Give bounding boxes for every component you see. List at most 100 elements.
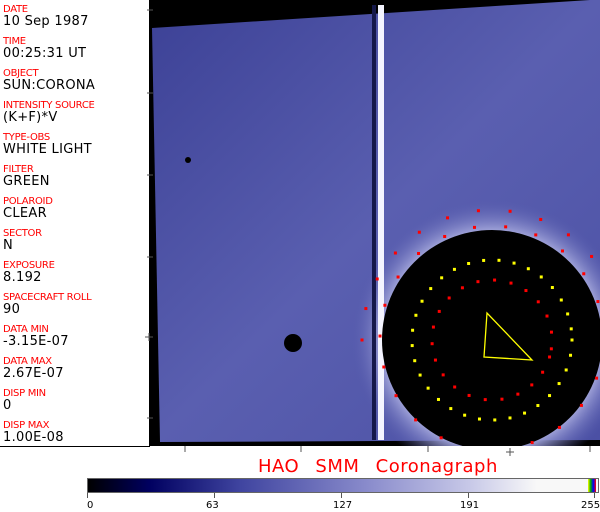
field-exposure: EXPOSURE 8.192 <box>3 260 55 285</box>
colorbar-tick-label: 255 <box>581 500 600 511</box>
field-data-min: DATA MIN -3.15E-07 <box>3 324 69 349</box>
grid-marker <box>549 330 553 334</box>
grid-marker <box>417 230 421 234</box>
field-date: DATE 10 Sep 1987 <box>3 4 89 29</box>
grid-marker <box>545 314 549 318</box>
grid-marker <box>394 394 398 398</box>
field-label: EXPOSURE <box>3 260 55 271</box>
grid-marker <box>596 300 600 304</box>
field-value: SUN:CORONA <box>3 78 96 93</box>
grid-marker <box>523 411 527 415</box>
field-intensity-source: INTENSITY SOURCE (K+F)*V <box>3 100 95 125</box>
grid-marker <box>548 355 552 359</box>
grid-marker <box>569 327 573 331</box>
grid-marker <box>582 272 586 276</box>
grid-marker <box>452 267 456 271</box>
instrument-title: HAO SMM Coronagraph <box>258 456 498 477</box>
grid-marker <box>526 267 530 271</box>
colorbar-tick <box>594 493 595 498</box>
grid-marker <box>539 275 543 279</box>
grid-marker <box>534 233 538 237</box>
colorbar-tick-label: 127 <box>333 500 353 511</box>
colorbar-tick <box>87 493 88 498</box>
field-value: 10 Sep 1987 <box>3 14 89 29</box>
grid-marker <box>396 275 400 279</box>
grid-marker <box>364 307 368 311</box>
grid-marker <box>548 394 552 398</box>
grid-marker <box>375 277 379 281</box>
grid-marker <box>512 261 516 265</box>
grid-marker <box>476 280 480 284</box>
field-filter: FILTER GREEN <box>3 164 50 189</box>
grid-marker <box>539 217 543 221</box>
grid-marker <box>550 286 554 290</box>
grid-marker <box>566 312 570 316</box>
grid-marker <box>383 303 387 307</box>
grid-marker <box>530 441 534 445</box>
field-disp-max: DISP MAX 1.00E-08 <box>3 420 64 445</box>
grid-marker <box>566 233 570 237</box>
grid-marker <box>449 407 453 411</box>
grid-marker <box>447 296 451 300</box>
coronagraph-image <box>150 0 600 446</box>
grid-marker <box>460 286 464 290</box>
field-label: SECTOR <box>3 228 42 239</box>
field-label: DATA MIN <box>3 324 49 335</box>
field-label: INTENSITY SOURCE <box>3 100 95 111</box>
sun-triangle-marker <box>483 311 534 361</box>
field-spacecraft-roll: SPACECRAFT ROLL 90 <box>3 292 92 317</box>
grid-marker <box>439 436 443 440</box>
colorbar-tick <box>341 493 342 498</box>
grid-marker <box>530 383 534 387</box>
field-label: FILTER <box>3 164 34 175</box>
colorbar-tick-label: 0 <box>87 500 94 511</box>
colorbar <box>87 478 599 493</box>
grid-marker <box>472 225 476 229</box>
grid-marker <box>417 251 421 255</box>
field-value: 00:25:31 UT <box>3 46 87 61</box>
grid-marker <box>508 416 512 420</box>
grid-marker <box>467 393 471 397</box>
field-value: 1.00E-08 <box>3 430 64 445</box>
grid-marker <box>437 309 441 313</box>
field-label: POLAROID <box>3 196 53 207</box>
grid-marker <box>560 249 564 253</box>
field-value: N <box>3 238 14 253</box>
field-label: DATE <box>3 4 28 15</box>
grid-marker <box>483 398 487 402</box>
occulter-disk <box>382 230 600 446</box>
field-disp-min: DISP MIN 0 <box>3 388 46 413</box>
field-label: TIME <box>3 36 26 47</box>
field-type-obs: TYPE-OBS WHITE LIGHT <box>3 132 92 157</box>
field-value: 90 <box>3 302 21 317</box>
grid-marker <box>382 365 386 369</box>
grid-marker <box>440 276 444 280</box>
grid-marker <box>500 397 504 401</box>
field-value: -3.15E-07 <box>3 334 69 349</box>
field-time: TIME 00:25:31 UT <box>3 36 86 61</box>
grid-marker <box>504 225 508 229</box>
field-value: (K+F)*V <box>3 110 58 125</box>
grid-marker <box>431 325 435 329</box>
grid-marker <box>467 261 471 265</box>
grid-marker <box>429 287 433 291</box>
grid-marker <box>508 209 512 213</box>
colorbar-tick <box>214 493 215 498</box>
grid-marker <box>463 413 467 417</box>
grid-marker <box>426 386 430 390</box>
header-info-panel: DATE 10 Sep 1987 TIME 00:25:31 UT OBJECT SUN:… <box>0 0 150 447</box>
grid-marker <box>536 300 540 304</box>
grid-marker <box>493 278 497 282</box>
grid-marker <box>595 376 599 380</box>
grid-marker <box>541 370 545 374</box>
field-value: WHITE LIGHT <box>3 142 92 157</box>
grid-marker <box>433 358 437 362</box>
grid-marker <box>524 289 528 293</box>
grid-marker <box>360 338 364 342</box>
grid-marker <box>559 298 563 302</box>
field-value: CLEAR <box>3 206 47 221</box>
grid-marker <box>418 373 422 377</box>
grid-marker <box>516 392 520 396</box>
grid-marker <box>570 338 574 342</box>
colorbar-tick-label: 191 <box>460 500 480 511</box>
